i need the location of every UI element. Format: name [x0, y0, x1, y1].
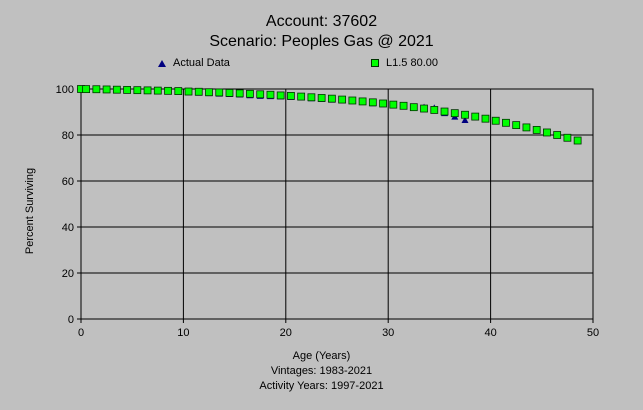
fit-curve-point — [92, 85, 101, 94]
triangle-marker-icon — [158, 59, 166, 67]
fit-curve-point — [287, 92, 295, 100]
y-tick-label: 40 — [62, 222, 74, 234]
fit-curve-point — [573, 136, 582, 145]
fit-curve-point — [338, 95, 347, 104]
x-tick-label: 40 — [484, 327, 496, 339]
fit-curve-point — [276, 91, 285, 100]
fit-curve-point — [481, 114, 490, 123]
x-tick-label: 10 — [177, 327, 189, 339]
fit-curve-point — [368, 98, 377, 107]
y-tick-label: 80 — [62, 130, 74, 142]
legend-item-actual-data: Actual Data — [158, 57, 230, 69]
fit-curve-point — [358, 97, 367, 106]
fit-curve-point — [307, 93, 316, 102]
y-tick-label: 100 — [56, 84, 74, 96]
fit-curve-point — [82, 85, 91, 94]
fit-curve-point — [246, 89, 254, 98]
fit-curve-point — [399, 101, 408, 110]
fit-curve-point — [317, 94, 326, 102]
fit-curve-point — [502, 118, 510, 127]
fit-curve-point — [379, 99, 387, 108]
fit-curve-point — [215, 88, 224, 97]
x-tick-label: 50 — [587, 327, 599, 339]
fit-curve-point — [256, 90, 265, 99]
fit-curve-point — [532, 126, 541, 134]
chart-title: Account: 37602 — [265, 13, 378, 30]
fit-curve-point — [543, 128, 551, 137]
fit-curve-point — [153, 86, 162, 95]
fit-curve-point — [184, 87, 193, 96]
fit-curve-point — [440, 107, 449, 116]
fit-curve-point — [102, 85, 111, 94]
legend-label-fit-curve: L1.5 80.00 — [386, 57, 438, 69]
legend-label-actual-data: Actual Data — [173, 57, 230, 69]
actual-data-point — [461, 116, 469, 124]
x-axis-label: Age (Years) — [292, 350, 351, 362]
fit-curve-point — [553, 131, 562, 139]
fit-curve-point — [266, 90, 275, 99]
fit-curve-point — [143, 86, 152, 95]
fit-curve-point — [112, 85, 121, 94]
fit-curve-point — [420, 104, 428, 113]
fit-curve-point — [461, 110, 469, 119]
x-tick-label: 30 — [382, 327, 394, 339]
legend-item-fit-curve: L1.5 80.00 — [371, 57, 438, 69]
x-tick-label: 0 — [78, 327, 84, 339]
chart-subtitle: Scenario: Peoples Gas @ 2021 — [209, 33, 434, 50]
fit-curve-point — [205, 88, 213, 97]
fit-curve-point — [327, 94, 336, 103]
fit-curve-point — [174, 87, 183, 95]
x-tick-label: 20 — [280, 327, 292, 339]
fit-curve-point — [225, 89, 234, 97]
fit-curve-point — [491, 116, 500, 125]
fit-curve-point — [512, 121, 521, 130]
fit-curve-point — [133, 86, 142, 95]
fit-curve-point — [471, 112, 480, 121]
fit-curve-point — [430, 106, 439, 114]
y-tick-label: 20 — [62, 268, 74, 280]
y-tick-label: 60 — [62, 176, 74, 188]
fit-curve-point — [123, 86, 131, 94]
fit-curve-point — [297, 92, 306, 101]
fit-curve-point — [235, 89, 244, 98]
fit-curve-point — [563, 133, 572, 142]
vintages-label: Vintages: 1983-2021 — [270, 365, 373, 377]
fit-curve-point — [409, 103, 418, 112]
fit-curve-point — [450, 109, 459, 118]
square-marker-icon — [371, 59, 379, 67]
fit-curve-point — [164, 86, 172, 95]
fit-curve-point — [389, 100, 398, 109]
fit-curve-point — [194, 87, 203, 96]
fit-curve-point — [348, 96, 357, 105]
y-tick-label: 0 — [68, 314, 74, 326]
activity-years-label: Activity Years: 1997-2021 — [259, 380, 384, 392]
fit-curve-point — [522, 123, 531, 132]
